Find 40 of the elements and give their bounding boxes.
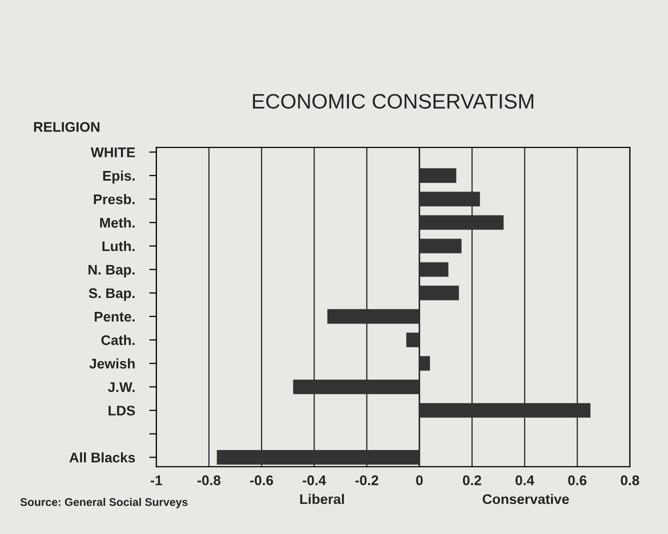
bar <box>419 168 456 183</box>
y-tick-label: Meth. <box>100 217 135 228</box>
x-tick-label: -0.2 <box>355 475 378 486</box>
y-tick-label: J.W. <box>108 382 135 392</box>
y-tick-label: Presb. <box>94 194 135 204</box>
chart-title: ECONOMIC CONSERVATISM <box>253 94 534 109</box>
x-tick-label: -0.8 <box>198 475 220 486</box>
bar <box>419 238 462 254</box>
bar <box>406 332 420 348</box>
bar <box>419 192 480 206</box>
y-tick-label: Jewish <box>89 358 135 369</box>
x-tick-label: 0.6 <box>568 475 586 486</box>
bar <box>216 450 420 465</box>
text: Conservative <box>482 494 569 504</box>
y-tick-label: Luth. <box>102 240 135 252</box>
text: Liberal <box>300 494 344 504</box>
x-tick-label: -0.6 <box>250 475 274 486</box>
x-tick-label: 0.4 <box>516 475 534 486</box>
bar <box>419 262 448 277</box>
bar <box>293 380 420 394</box>
bar <box>419 215 504 230</box>
y-axis-title: RELIGION <box>34 122 100 132</box>
y-tick-label: Pente. <box>94 312 135 322</box>
y-tick-label: WHITE <box>90 148 135 158</box>
bar <box>419 403 590 418</box>
y-tick-label: N. Bap. <box>88 264 135 278</box>
x-tick-label: -1 <box>150 476 162 486</box>
y-tick-label: Epis. <box>103 170 135 184</box>
bar <box>419 286 459 300</box>
y-tick-label: S. Bap. <box>88 288 135 301</box>
y-tick-label: LDS <box>108 406 135 416</box>
x-tick-label: -0.4 <box>302 475 326 486</box>
x-tick-label: 0 <box>416 475 423 486</box>
y-tick-label: All Blacks <box>69 452 135 462</box>
x-tick-label: 0.8 <box>620 475 640 486</box>
bar <box>327 309 420 324</box>
bar <box>419 356 430 371</box>
y-tick-label: Cath. <box>101 334 135 346</box>
source-note: Source: General Social Surveys <box>20 498 188 508</box>
x-tick-label: 0.2 <box>462 475 482 486</box>
